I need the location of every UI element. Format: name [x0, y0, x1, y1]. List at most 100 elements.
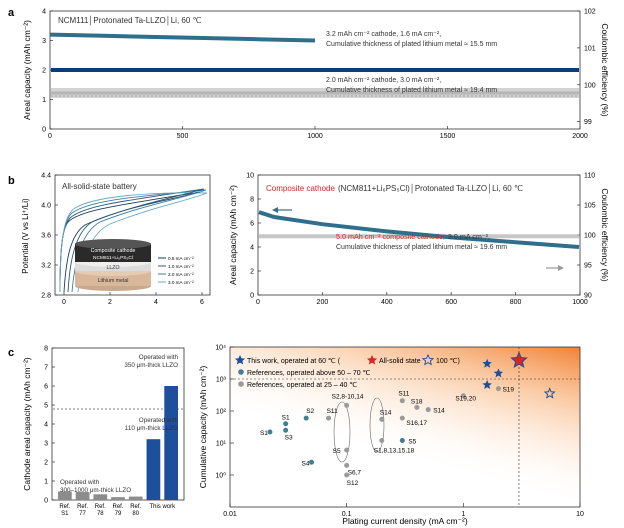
panel-b-right-title: Composite cathode (NCM811+Li₆PS₅Cl)│Proto…	[266, 183, 523, 194]
bar-1	[75, 492, 90, 500]
point-ref	[425, 407, 431, 413]
ytick-label: 4	[250, 245, 254, 252]
ytick-label: 101	[584, 45, 596, 52]
point-ref	[344, 447, 350, 453]
ytick-label: 2	[44, 460, 48, 467]
legend-3-0: 3.0 mA cm⁻²	[168, 280, 194, 285]
panel-b-right-ylabel-left: Areal capacity (mAh cm⁻²)	[228, 185, 238, 285]
ytick-label: 0	[250, 293, 254, 300]
ytick-label: 2	[250, 269, 254, 276]
bar-annot-low-line2: 300–1000 μm-thick LLZO	[60, 487, 131, 494]
point-label: S3	[285, 434, 293, 441]
ytick-label: 3	[44, 441, 48, 448]
cell-stack-illustration: Composite cathode NCM811+Li₆PS₅Cl LLZO L…	[75, 239, 151, 291]
panel-a-annot1-line2: Cumulative thickness of plated lithium m…	[326, 41, 497, 48]
xtick-label: 1500	[440, 133, 456, 140]
ytick-label: 3.6	[41, 233, 51, 240]
bar-chart-frame	[51, 347, 185, 501]
stack-layer-llzo: LLZO	[107, 265, 120, 271]
ytick-label: 90	[584, 293, 592, 300]
panel-a-series-3-2	[49, 32, 316, 43]
point-label: S12	[347, 480, 359, 487]
point-label: S5	[333, 448, 341, 455]
scatter-points: S1 S1 S2 S3 S4 S5 S11 S2,8-10,14 S14 S5 S6,7 S12 S1,…	[260, 351, 556, 487]
bar-label-ref: Ref.	[112, 504, 123, 510]
bar-label-ref: Ref.	[130, 504, 141, 510]
panel-b-arrow-left	[272, 207, 292, 213]
ytick-label: 10⁰	[215, 472, 226, 480]
panel-a-xticks: 0 500 1000 1500 2000	[48, 126, 588, 140]
panel-a-annot2-line1: 2.0 mAh cm⁻² cathode, 3.0 mA cm⁻²,	[326, 77, 441, 84]
point-label: S1	[260, 430, 268, 437]
panel-b-annot-line1: 5.0 mAh cm⁻² composite cathode, 3.0 mA cm…	[336, 232, 490, 241]
ytick-label: 6	[44, 384, 48, 391]
bar-label-this-work: This work	[149, 504, 176, 510]
bar-0	[58, 491, 72, 500]
xtick-label: 0.1	[342, 511, 352, 518]
point-ref	[379, 416, 385, 422]
ytick-label: 8	[250, 197, 254, 204]
ytick-label: 100	[584, 233, 596, 240]
bar-label-ref-id: 78	[97, 511, 104, 517]
ytick-label: 2	[42, 68, 46, 75]
bar-annot-high-line1: Operated with	[139, 354, 179, 361]
legend-this-work: This work, operated at 60 ℃ (	[247, 358, 341, 365]
point-label: S1,8,13,15,18	[374, 447, 415, 454]
point-label: S16,17	[406, 420, 427, 427]
point-ref	[379, 437, 385, 443]
panel-a-yticks-right: 99 100 101 102	[577, 9, 596, 126]
ytick-label: 4	[44, 422, 48, 429]
scatter-ylabel: Cumulative capacity (mAh cm⁻²)	[198, 366, 208, 489]
point-ref	[283, 427, 289, 433]
point-ref	[283, 421, 289, 427]
legend-all-solid: All-solid state	[379, 358, 421, 365]
point-ref	[267, 429, 273, 435]
panel-b-arrow-right	[546, 265, 564, 271]
panel-b-label: b	[8, 175, 15, 187]
ytick-label: 0	[44, 498, 48, 505]
point-ref	[460, 393, 466, 399]
point-label: S2	[306, 408, 314, 415]
bar-label-ref: Ref.	[95, 504, 106, 510]
legend-2-0: 2.0 mA cm⁻²	[168, 272, 194, 277]
xtick-label: 0	[62, 299, 66, 306]
scatter-legend: This work, operated at 60 ℃ ( All-solid …	[234, 353, 460, 389]
ytick-label: 99	[584, 119, 592, 126]
ytick-label: 3	[42, 38, 46, 45]
bar-annot-mid-line2: 110 μm-thick LLZO	[125, 425, 178, 432]
scatter-xlabel: Plating current density (mA cm⁻²)	[342, 516, 468, 526]
ytick-label: 4.0	[41, 203, 51, 210]
legend-1-0: 1.0 mA cm⁻²	[168, 264, 194, 269]
point-this-work	[482, 358, 492, 368]
bar-5	[146, 439, 161, 500]
xtick-label: 1000	[572, 299, 588, 306]
point-ref	[344, 462, 350, 468]
bar-yticks: 0 1 2 3 4 5 6 7 8	[44, 346, 55, 505]
bar-label-ref: Ref.	[59, 504, 70, 510]
xtick-label: 0	[48, 133, 52, 140]
ytick-label: 10	[246, 173, 254, 180]
xtick-label: 6	[200, 299, 204, 306]
point-label: S6,7	[348, 469, 362, 476]
xtick-label: 1	[461, 511, 465, 518]
bar-2	[93, 494, 108, 500]
point-label: S18	[411, 398, 423, 405]
ytick-label: 1	[44, 479, 48, 486]
point-label: S19	[502, 387, 514, 394]
xtick-label: 500	[177, 133, 189, 140]
point-ref	[399, 415, 405, 421]
bar-6	[164, 386, 178, 500]
point-all-solid	[510, 351, 528, 368]
panel-b-right-yticks-left: 0 2 4 6 8 10	[246, 173, 261, 300]
bar-annot-low-line1: Operated with	[60, 479, 100, 486]
bar-4	[128, 496, 143, 500]
panel-a-annot1-line1: 3.2 mAh cm⁻² cathode, 1.6 mA cm⁻²,	[326, 31, 441, 38]
bar-annot-mid-line1: Operated with	[139, 417, 179, 424]
point-label: S14	[433, 408, 445, 415]
ytick-label: 0	[42, 127, 46, 134]
point-label: S1	[282, 415, 290, 422]
bar-3	[111, 497, 125, 500]
legend-star-icon	[234, 355, 246, 365]
xtick-label: 200	[317, 299, 329, 306]
